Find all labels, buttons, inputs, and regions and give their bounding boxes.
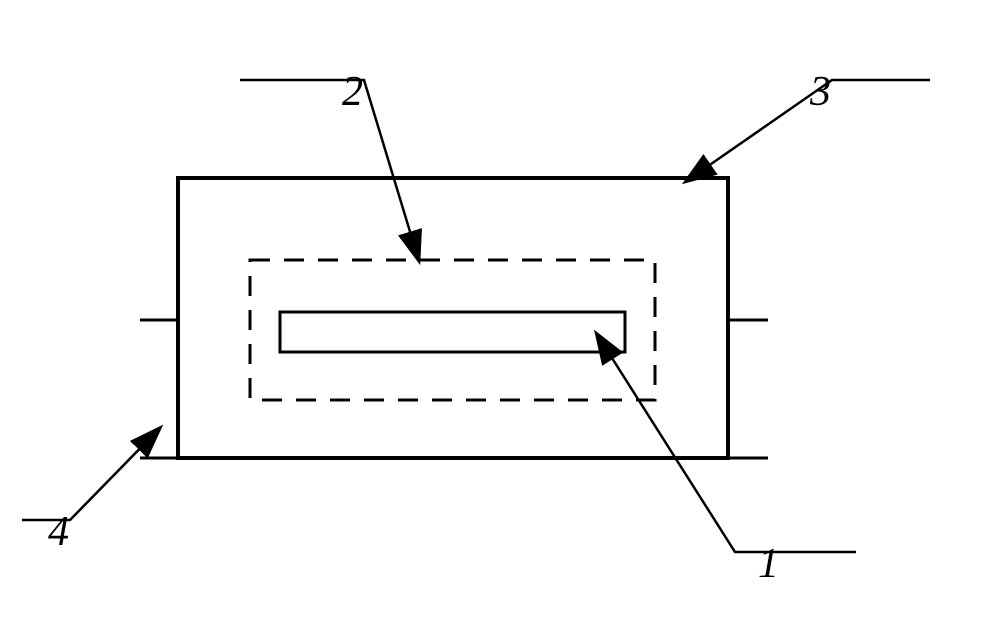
shapes-group	[140, 178, 768, 458]
outer-rect	[178, 178, 728, 458]
callout-label-4: 4	[48, 508, 69, 556]
right-tab	[728, 320, 768, 458]
diagram-svg	[0, 0, 1000, 618]
callout-label-3: 3	[810, 68, 831, 116]
technical-diagram: 1 2 3 4	[0, 0, 1000, 618]
callout-leader-4	[22, 430, 158, 520]
callout-label-1: 1	[758, 540, 779, 588]
callout-label-2: 2	[342, 68, 363, 116]
callout-leader-3	[688, 80, 930, 180]
left-tab	[140, 320, 178, 458]
